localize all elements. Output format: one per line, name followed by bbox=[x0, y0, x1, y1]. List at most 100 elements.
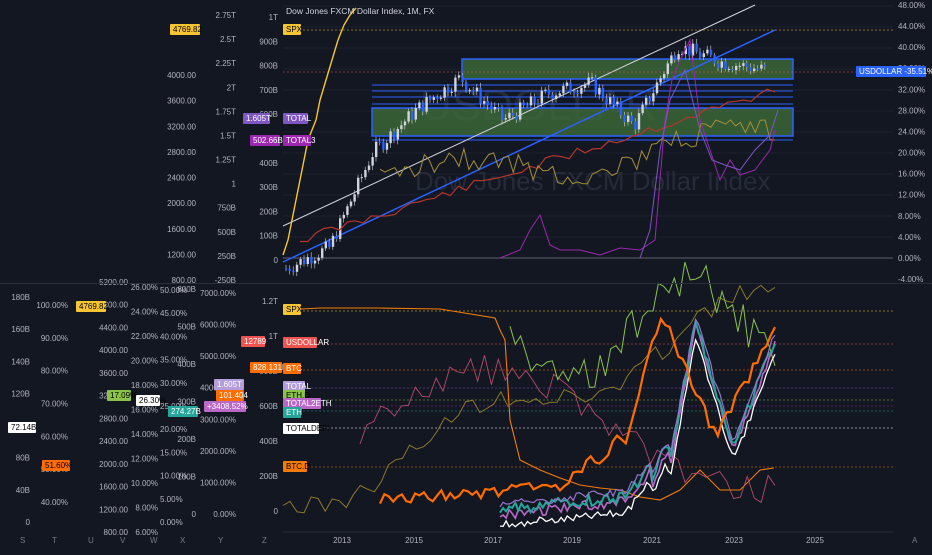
axis-c-tick: 5200.00 bbox=[99, 278, 128, 287]
candle-body bbox=[483, 101, 486, 104]
label-spx: SPX bbox=[286, 25, 303, 34]
candle-body bbox=[547, 89, 551, 95]
axis-cap-tick: 200B bbox=[259, 207, 278, 216]
candle-body bbox=[468, 90, 471, 92]
axis-total-tick: -250B bbox=[215, 276, 236, 285]
candle-body bbox=[616, 101, 619, 105]
total-bottom-line bbox=[499, 317, 776, 508]
axis-right-tick: 4.00% bbox=[898, 233, 921, 242]
axis-f-tick: 400B bbox=[177, 360, 196, 369]
axis-right-tick: 24.00% bbox=[898, 127, 925, 136]
candle-body bbox=[763, 64, 767, 67]
candle-body bbox=[702, 53, 705, 58]
axis-h-tick: 200B bbox=[259, 472, 278, 481]
scale-letter-T[interactable]: T bbox=[52, 536, 57, 545]
axis-d-tick: 24.00% bbox=[131, 308, 158, 317]
x-axis-tick: 2015 bbox=[405, 536, 423, 545]
candle-body bbox=[659, 78, 662, 83]
candle-body bbox=[447, 87, 450, 93]
axis-d-tick: 12.00% bbox=[131, 455, 158, 464]
axis-b-tick: 90.00% bbox=[41, 334, 68, 343]
pane-divider[interactable] bbox=[0, 283, 932, 284]
x-axis-tick: 2013 bbox=[333, 536, 351, 545]
candle-body bbox=[717, 63, 720, 68]
axis-a-tick: 160B bbox=[11, 325, 30, 334]
candle-body bbox=[295, 264, 299, 272]
label-total2eth-bottom-bg bbox=[283, 398, 321, 409]
candle-body bbox=[389, 131, 392, 144]
label-usdollar-bottom: USDOLLAR bbox=[286, 338, 329, 347]
x-axis-tick: 2023 bbox=[725, 536, 743, 545]
axis-a-tick: 80B bbox=[16, 454, 30, 463]
scale-letter-Z[interactable]: Z bbox=[262, 536, 267, 545]
scale-letter-Y[interactable]: Y bbox=[218, 536, 224, 545]
axis-e-tick: 45.00% bbox=[160, 309, 187, 318]
candle-body bbox=[756, 68, 759, 70]
label-spx-bottom: SPX bbox=[286, 305, 303, 314]
candle-body bbox=[411, 111, 414, 120]
label-1605t: 1.605T bbox=[217, 380, 242, 389]
axis-total-tick: 1.75T bbox=[216, 107, 237, 116]
axis-e-tick: 10.00% bbox=[160, 472, 187, 481]
scale-letter-S[interactable]: S bbox=[20, 536, 25, 545]
candle-body bbox=[461, 75, 464, 83]
eth-line bbox=[499, 321, 776, 515]
scale-letter-X[interactable]: X bbox=[180, 536, 186, 545]
label-btcd-bottom-bg bbox=[283, 461, 307, 472]
axis-total-tick: 2.25T bbox=[216, 59, 237, 68]
label-12789: 12789 bbox=[244, 337, 267, 346]
axis-price-tick: 3200.00 bbox=[167, 122, 196, 131]
axis-a-tick: 40B bbox=[16, 486, 30, 495]
label-total-value-bg bbox=[243, 113, 270, 124]
label-totaldefi-bottom: TOTALDEFI bbox=[286, 424, 329, 433]
candle-body bbox=[573, 92, 576, 94]
candle-body bbox=[436, 97, 439, 99]
axis-a-tick: 0 bbox=[26, 518, 31, 527]
axis-e-tick: 20.00% bbox=[160, 425, 187, 434]
candle-body bbox=[601, 87, 605, 99]
candle-body bbox=[479, 87, 482, 104]
candle-body bbox=[396, 129, 399, 140]
label-3408pct: +3408.52% bbox=[207, 402, 248, 411]
axis-price-tick: 1600.00 bbox=[167, 225, 196, 234]
axis-e-tick: 5.00% bbox=[160, 495, 183, 504]
candle-body bbox=[666, 63, 669, 75]
label-274b-bg bbox=[168, 406, 198, 417]
total-line bbox=[639, 68, 779, 259]
scale-letter-a[interactable]: A bbox=[912, 536, 918, 545]
label-total: TOTAL bbox=[286, 114, 312, 123]
scale-letter-U[interactable]: U bbox=[88, 536, 94, 545]
zone-upper bbox=[461, 58, 794, 80]
candle-body bbox=[587, 77, 590, 85]
axis-a-tick: 120B bbox=[11, 389, 30, 398]
candle-body bbox=[450, 91, 453, 93]
label-3408pct-bg bbox=[204, 401, 246, 412]
axis-right-tick: 20.00% bbox=[898, 149, 925, 158]
candle-body bbox=[486, 101, 489, 106]
scale-letter-W[interactable]: W bbox=[150, 536, 158, 545]
candle-body bbox=[720, 61, 723, 68]
axis-cap-tick: 0 bbox=[274, 256, 279, 265]
total3-line bbox=[499, 38, 776, 259]
axis-d-tick: 18.00% bbox=[131, 381, 158, 390]
axis-f-tick: 600B bbox=[177, 285, 196, 294]
candle-body bbox=[691, 43, 695, 56]
candle-body bbox=[594, 77, 597, 95]
axis-c-tick: 2000.00 bbox=[99, 460, 128, 469]
label-4769: 4769.82 bbox=[79, 302, 108, 311]
candle-body bbox=[699, 51, 702, 58]
axis-right-tick: 48.00% bbox=[898, 1, 925, 10]
scale-letter-V[interactable]: V bbox=[120, 536, 126, 545]
candle-body bbox=[569, 82, 572, 93]
axis-f-tick: 200B bbox=[177, 435, 196, 444]
label-828b-bg bbox=[250, 362, 282, 373]
axis-c-tick: 2800.00 bbox=[99, 414, 128, 423]
x-axis-tick: 2021 bbox=[643, 536, 661, 545]
ethd-bottom-line bbox=[509, 261, 776, 388]
candle-body bbox=[439, 97, 443, 99]
candle-body bbox=[724, 61, 727, 70]
candle-body bbox=[317, 257, 320, 261]
axis-c-tick: 800.00 bbox=[104, 528, 129, 537]
axis-total-tick: 1.5T bbox=[220, 131, 236, 140]
candle-body bbox=[742, 63, 745, 66]
